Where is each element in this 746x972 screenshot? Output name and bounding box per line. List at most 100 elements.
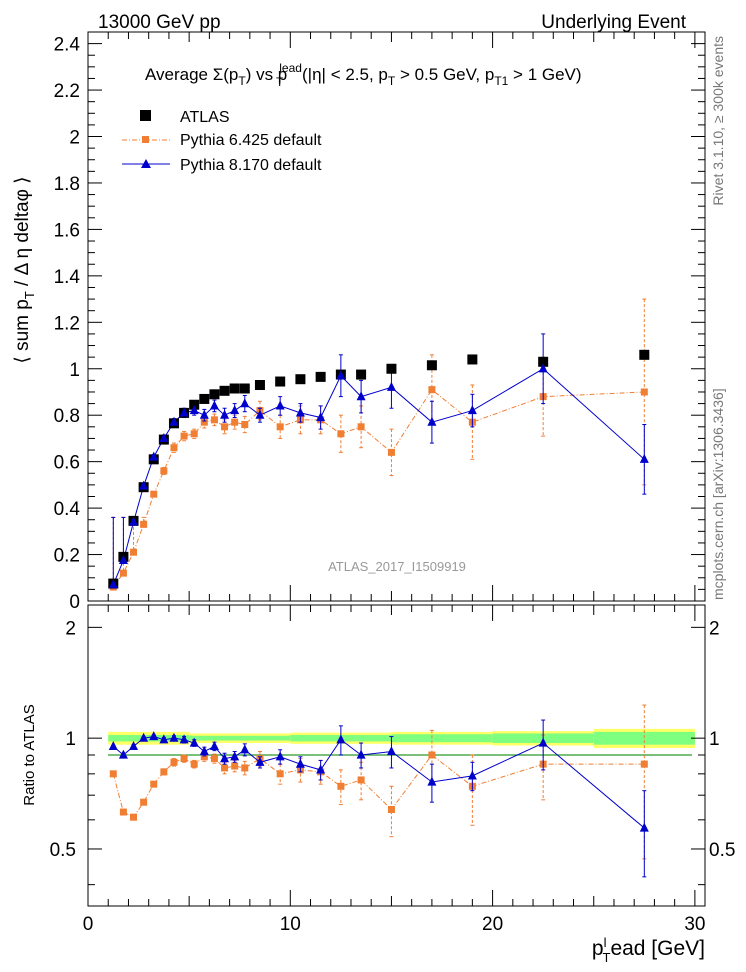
ratio-pythia6-point: [160, 768, 168, 776]
ratio-pythia8-line: [112, 736, 645, 829]
pythia8-point: [639, 453, 649, 463]
y-tick-label: 1.6: [54, 220, 80, 241]
ratio-pythia8-point: [240, 744, 250, 754]
pythia6-point: [190, 430, 198, 438]
pythia8-point: [240, 398, 250, 408]
legend-marker-pythia8: [141, 159, 151, 168]
ratio-pythia8-point: [275, 751, 285, 761]
ratio-y-tick-label: 0.5: [50, 840, 76, 861]
y-tick-label: 1.4: [54, 267, 81, 288]
ratio-pythia8-point: [199, 746, 209, 756]
pythia8-point: [275, 400, 285, 410]
atlas-point: [315, 371, 326, 382]
ratio-y-tick-label: 2: [709, 618, 720, 639]
pythia6-point: [150, 490, 158, 498]
ratio-pythia6-point: [221, 764, 229, 772]
pythia8-point: [129, 516, 139, 526]
pythia8-point: [149, 451, 159, 461]
pythia8-point: [427, 416, 437, 426]
ratio-pythia8-point: [255, 756, 265, 766]
y-tick-label: 0.8: [54, 406, 80, 427]
ratio-pythia8-point: [220, 753, 230, 763]
pythia6-line: [112, 388, 645, 588]
ratio-y-tick-label: 0.5: [709, 840, 735, 861]
atlas-point: [356, 369, 367, 380]
atlas-point: [386, 363, 397, 374]
ratio-pythia6-point: [170, 758, 178, 766]
y-tick-label: 0: [69, 592, 80, 613]
ratio-pythia8-point: [230, 751, 240, 761]
pythia8-point: [139, 480, 149, 490]
atlas-point: [254, 380, 265, 391]
pythia6-point: [428, 386, 436, 394]
atlas-point: [275, 376, 286, 387]
pythia6-point: [180, 432, 188, 440]
pythia8-point: [189, 405, 199, 415]
axis-ticks: [87, 31, 705, 906]
pythia6-point: [119, 569, 127, 577]
ratio-pythia6-point: [337, 782, 345, 790]
ratio-pythia6-point: [210, 755, 218, 763]
pythia8-point: [159, 433, 169, 443]
pythia8-point: [386, 381, 396, 391]
x-tick-label: 20: [482, 914, 503, 935]
ratio-pythia8-point: [169, 732, 179, 742]
data-series: [108, 298, 650, 878]
pythia6-point: [221, 423, 229, 431]
legend-label-pythia8: Pythia 8.170 default: [180, 157, 322, 174]
ratio-pythia8-point: [295, 758, 305, 768]
pythia8-point: [336, 370, 346, 380]
ratio-pythia8-point: [427, 776, 437, 786]
legend-marker-pythia6: [142, 136, 149, 143]
atlas-point: [426, 360, 437, 371]
pythia6-point: [210, 416, 218, 424]
ratio-pythia6-point: [200, 753, 208, 761]
ratio-pythia6-point: [119, 808, 127, 816]
pythia6-point: [130, 548, 138, 556]
side-mcplots: mcplots.cern.ch [arXiv:1306.3436]: [710, 388, 726, 600]
ratio-pythia6-point: [241, 764, 249, 772]
legend-label-atlas: ATLAS: [180, 109, 230, 126]
atlas-point: [295, 374, 306, 385]
ratio-band-inner: [391, 734, 493, 743]
pythia6-point: [200, 418, 208, 426]
pythia8-point: [169, 416, 179, 426]
ratio-pythia6-point: [276, 770, 284, 778]
legend: ATLAS Pythia 6.425 default Pythia 8.170 …: [122, 109, 322, 174]
ratio-pythia8-point: [209, 740, 219, 750]
pythia8-point: [538, 363, 548, 373]
ratio-pythia6-point: [428, 751, 436, 759]
y-tick-label: 0.4: [54, 499, 81, 520]
legend-label-pythia6: Pythia 6.425 default: [180, 132, 322, 149]
ratio-y-axis-label: Ratio to ATLAS: [21, 704, 38, 805]
ratio-band-inner: [108, 734, 190, 742]
ratio-pythia8-point: [139, 732, 149, 742]
pythia6-point: [357, 423, 365, 431]
ratio-y-tick-label: 1: [709, 729, 720, 750]
header-right: Underlying Event: [541, 12, 686, 33]
legend-marker-atlas: [140, 110, 151, 121]
pythia6-point: [170, 444, 178, 452]
atlas-point: [538, 356, 549, 367]
pythia8-point: [199, 409, 209, 419]
pythia6-point: [337, 430, 345, 438]
ratio-pythia6-point: [109, 770, 117, 778]
pythia6-point: [231, 418, 239, 426]
atlas-point: [467, 354, 478, 365]
pythia6-point: [241, 420, 249, 428]
ratio-pythia6-point: [231, 762, 239, 770]
x-tick-label: 30: [684, 914, 705, 935]
ratio-pythia8-point: [179, 734, 189, 744]
pythia8-point: [179, 407, 189, 417]
side-rivet: Rivet 3.1.10, ≥ 300k events: [710, 36, 726, 206]
x-axis-label: pl Tead [GeV]: [592, 935, 705, 965]
watermark: ATLAS_2017_I1509919: [328, 559, 466, 574]
ratio-pythia6-point: [140, 798, 148, 806]
ratio-band-inner: [593, 731, 695, 745]
y-axis-label: ⟨ sum pT / Δ η deltaφ ⟩: [12, 176, 37, 363]
y-tick-label: 2: [69, 128, 80, 149]
ratio-pythia8-point: [149, 731, 159, 741]
atlas-point: [209, 389, 220, 400]
pythia8-point: [108, 579, 118, 589]
ratio-pythia8-point: [118, 749, 128, 759]
